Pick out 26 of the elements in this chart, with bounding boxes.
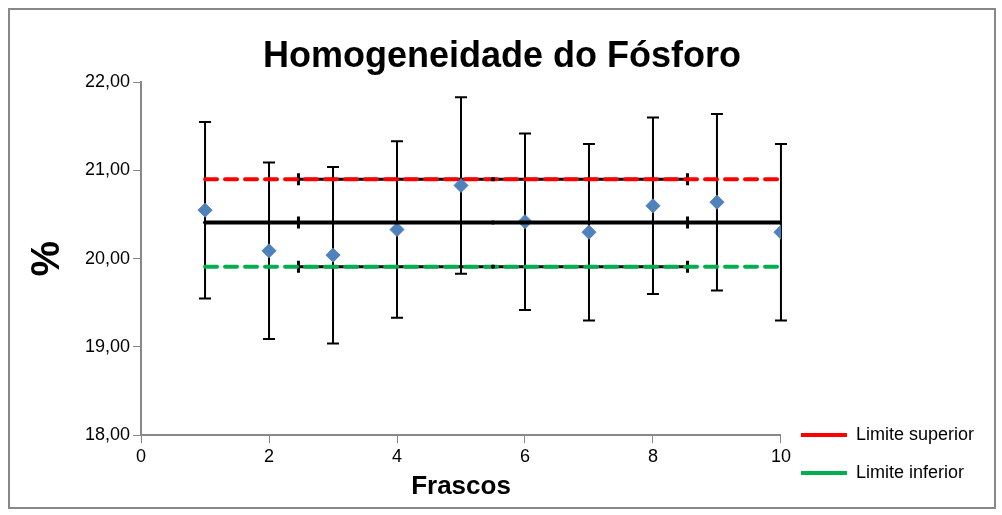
y-tick-label: 21,00	[85, 159, 131, 180]
x-tick-label: 10	[770, 445, 791, 466]
point	[491, 264, 495, 269]
y-tick-label: 19,00	[85, 335, 131, 356]
x-tick-label: 0	[136, 445, 147, 466]
legend-label: Limite inferior	[855, 461, 964, 482]
x-tick-label: 4	[392, 445, 403, 466]
point	[709, 194, 725, 210]
legend-label: Limite superior	[855, 423, 975, 444]
y-tick-label: 20,00	[85, 247, 131, 268]
point	[389, 222, 405, 238]
point	[453, 177, 469, 193]
y-tick-label: 18,00	[85, 424, 131, 445]
x-axis-title: Frascos	[411, 469, 511, 500]
chart-title: Homogeneidade do Fósforo	[262, 33, 742, 75]
point	[261, 243, 277, 259]
y-axis-title: %	[23, 240, 68, 277]
point	[581, 224, 597, 240]
x-tick-label: 6	[519, 445, 530, 466]
point	[325, 247, 341, 263]
y-tick-label: 22,00	[85, 71, 131, 92]
point	[197, 202, 213, 218]
point	[491, 177, 495, 182]
point	[645, 198, 661, 214]
x-tick-label: 2	[264, 445, 275, 466]
x-tick-label: 8	[647, 445, 658, 466]
